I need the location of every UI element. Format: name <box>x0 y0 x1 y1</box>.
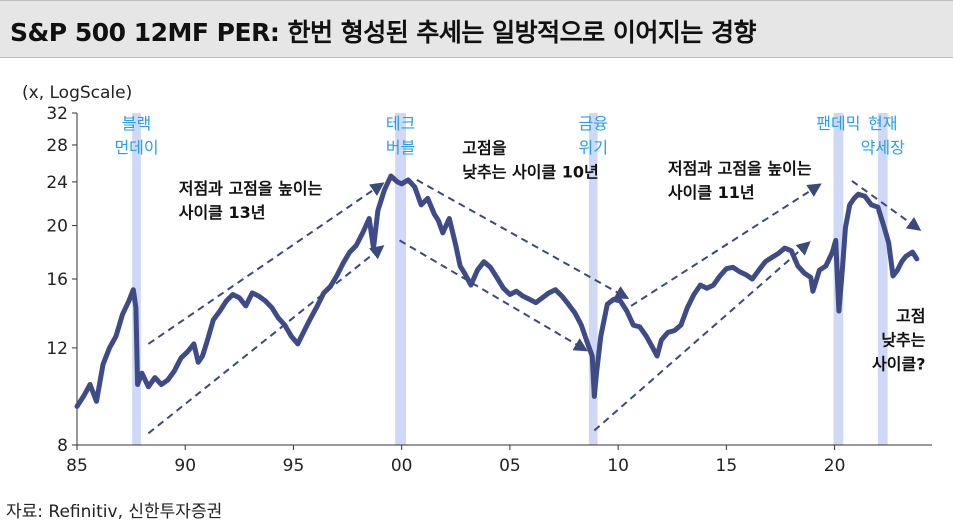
cycle-annotation: 낮추는 <box>881 330 925 349</box>
y-tick-label: 32 <box>46 104 68 124</box>
y-axis-label: (x, LogScale) <box>22 83 132 103</box>
trend-arrow <box>630 183 822 307</box>
title-bar: S&P 500 12MF PER: 한번 형성된 추세는 일방적으로 이어지는 … <box>0 0 953 58</box>
trend-arrow <box>416 179 630 300</box>
shaded-period <box>877 113 888 445</box>
cycle-annotation: 고점 <box>896 306 925 325</box>
event-label: 현재 <box>868 114 897 133</box>
event-label: 금융 <box>579 114 608 133</box>
y-tick-label: 20 <box>46 217 68 237</box>
x-tick-label: 20 <box>824 456 846 476</box>
cycle-annotation: 저점과 고점을 높이는 <box>668 159 812 178</box>
event-label: 버블 <box>386 138 415 157</box>
cycle-annotation: 사이클? <box>872 354 925 373</box>
cycle-annotation: 낮추는 사이클 10년 <box>462 163 598 182</box>
event-label: 블랙 <box>122 114 151 133</box>
event-label: 팬데믹 <box>816 114 860 133</box>
x-tick-label: 95 <box>283 456 305 476</box>
y-tick-label: 16 <box>46 270 68 290</box>
x-tick-label: 00 <box>391 456 413 476</box>
per-series-line <box>74 173 920 409</box>
y-tick-label: 24 <box>46 173 68 193</box>
shaded-period <box>395 113 407 445</box>
event-label: 약세장 <box>861 138 905 157</box>
cycle-annotation: 사이클 13년 <box>179 203 266 222</box>
chart-title: S&P 500 12MF PER: 한번 형성된 추세는 일방적으로 이어지는 … <box>10 18 757 47</box>
x-tick-label: 05 <box>499 456 521 476</box>
x-tick-label: 90 <box>174 456 196 476</box>
shaded-period <box>132 113 141 445</box>
trend-arrow <box>851 180 922 231</box>
x-tick-label: 85 <box>66 456 88 476</box>
cycle-annotation: 사이클 11년 <box>668 183 755 202</box>
cycle-annotation: 고점을 <box>462 139 506 158</box>
shaded-period <box>588 113 598 445</box>
event-label: 먼데이 <box>114 138 158 157</box>
event-label: 위기 <box>579 138 608 157</box>
trend-arrow <box>593 241 811 432</box>
trend-arrow <box>147 245 385 435</box>
y-tick-label: 8 <box>57 436 68 456</box>
event-label: 테크 <box>386 114 415 133</box>
x-tick-label: 10 <box>607 456 629 476</box>
x-tick-label: 15 <box>716 456 738 476</box>
y-tick-label: 28 <box>46 136 68 156</box>
y-tick-label: 12 <box>46 339 68 359</box>
source-note: 자료: Refinitiv, 신한투자증권 <box>6 502 223 522</box>
cycle-annotation: 저점과 고점을 높이는 <box>179 179 323 198</box>
